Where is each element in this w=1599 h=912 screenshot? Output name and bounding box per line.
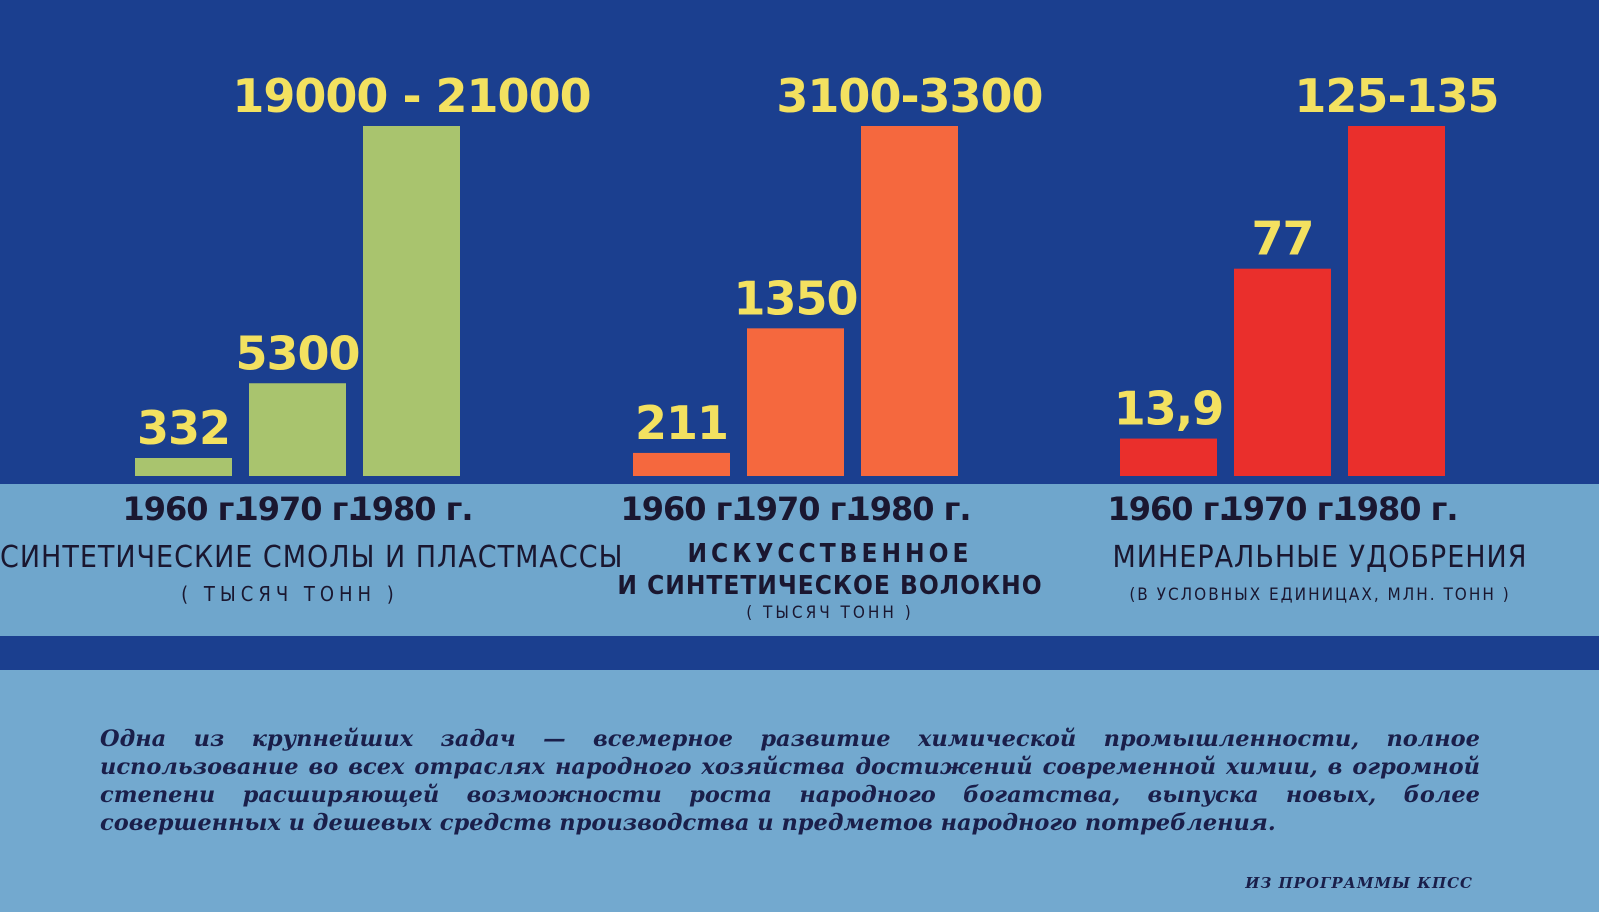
plastics-bar-1960 [135,458,232,476]
plastics-value-label-1980: 19000 - 21000 [232,69,590,123]
fiber-value-label-1980: 3100-3300 [776,69,1042,123]
plastics-year-label-1960: 1960 г. [122,490,244,528]
fiber-year-label-1970: 1970 г. [734,490,856,528]
fertilizer-value-label-1980: 125-135 [1294,69,1498,123]
plastics-year-label-1980: 1980 г. [350,490,472,528]
fertilizer-bar-1960 [1120,438,1217,476]
quote-source: ИЗ ПРОГРАММЫ КПСС [1245,874,1473,892]
fertilizer-value-label-1970: 77 [1251,212,1313,266]
fertilizer-year-label-1970: 1970 г. [1221,490,1343,528]
fertilizer-chart: 13,9 1960 г. 77 1970 г. 125-135 1980 г. [1107,69,1499,528]
fiber-bar-1960 [633,452,730,476]
fiber-unit: ( ТЫСЯЧ ТОНН ) [746,603,914,623]
fiber-bar-1970 [747,328,844,476]
plastics-title: СИНТЕТИЧЕСКИЕ СМОЛЫ И ПЛАСТМАССЫ [0,540,624,575]
fertilizer-title: МИНЕРАЛЬНЫЕ УДОБРЕНИЯ [1112,540,1528,575]
fertilizer-value-label-1960: 13,9 [1114,382,1224,436]
fiber-title-line-1: ИСКУССТВЕННОЕ [687,539,973,569]
party-program-quote: Одна из крупнейших задач — всемерное раз… [100,726,1480,836]
plastics-year-label-1970: 1970 г. [236,490,358,528]
plastics-value-label-1970: 5300 [235,326,359,380]
plastics-value-label-1960: 332 [137,401,230,455]
fiber-year-label-1980: 1980 г. [848,490,970,528]
plastics-bar-1980 [363,126,460,476]
light-blue-band [0,484,1599,636]
fertilizer-unit: (В УСЛОВНЫХ ЕДИНИЦАХ, МЛН. ТОНН ) [1129,585,1511,605]
fiber-bar-1980 [861,126,958,476]
plastics-unit: ( ТЫСЯЧ ТОНН ) [181,582,399,606]
fertilizer-bar-1970 [1234,268,1331,476]
fertilizer-year-label-1960: 1960 г. [1107,490,1229,528]
fiber-caption: ИСКУССТВЕННОЕ И СИНТЕТИЧЕСКОЕ ВОЛОКНО ( … [600,538,1060,624]
fiber-value-label-1960: 211 [635,396,728,450]
fiber-chart: 211 1960 г. 1350 1970 г. 3100-3300 1980 г. [620,69,1043,528]
plastics-bar-1970 [249,383,346,476]
dark-blue-stripe [0,636,1599,670]
fertilizer-caption: МИНЕРАЛЬНЫЕ УДОБРЕНИЯ (В УСЛОВНЫХ ЕДИНИЦ… [1070,540,1570,606]
fiber-year-label-1960: 1960 г. [620,490,742,528]
plastics-caption: СИНТЕТИЧЕСКИЕ СМОЛЫ И ПЛАСТМАССЫ ( ТЫСЯЧ… [0,540,624,606]
quote-background [0,670,1599,912]
fiber-title-line-2: И СИНТЕТИЧЕСКОЕ ВОЛОКНО [617,571,1043,601]
fiber-value-label-1970: 1350 [733,271,857,325]
plastics-chart: 332 1960 г. 5300 1970 г. 19000 - 21000 1980 г… [122,69,591,528]
fertilizer-bar-1980 [1348,126,1445,476]
fertilizer-year-label-1980: 1980 г. [1335,490,1457,528]
